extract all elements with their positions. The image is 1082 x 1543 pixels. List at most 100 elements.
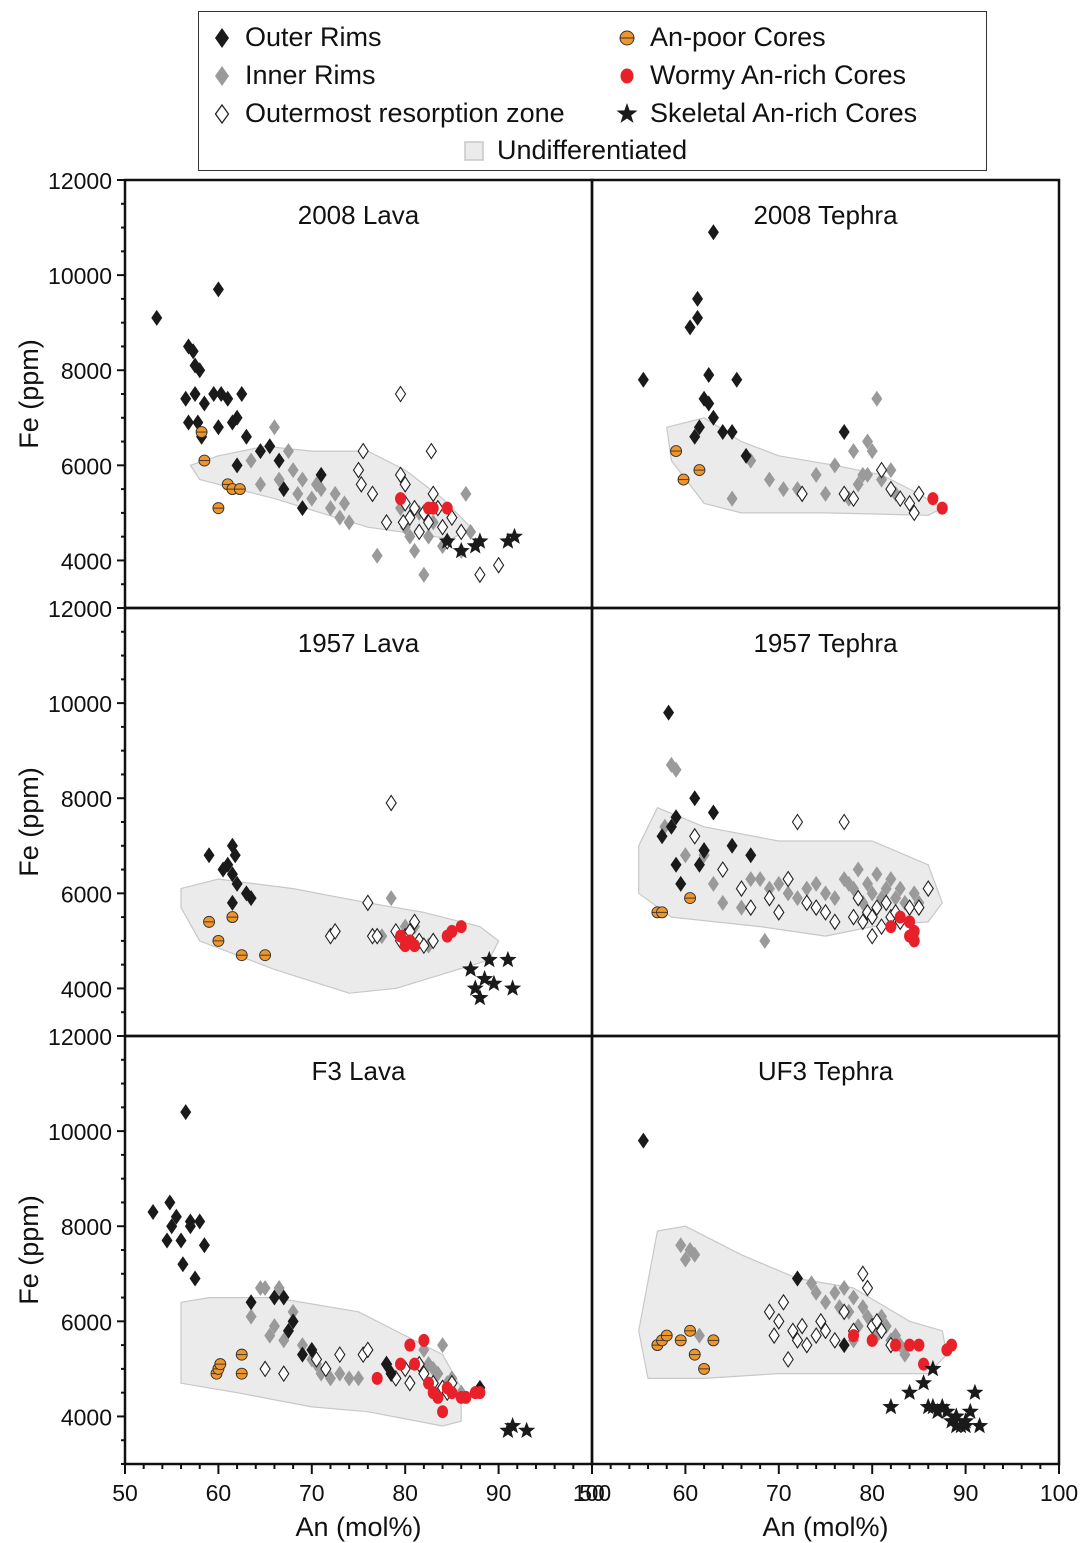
chart-panel: F3 Lava: [117, 1034, 594, 1474]
data-point: [425, 442, 438, 460]
axes-text: 4000 6000 8000 10000 12000 Fe (ppm) 4000 6000 80…: [14, 168, 1078, 1542]
x-tick-label: 90: [486, 1480, 512, 1506]
data-point: [183, 414, 195, 431]
panel-title: UF3 Tephra: [758, 1056, 894, 1086]
data-point: [418, 937, 430, 955]
data-point: [180, 1104, 192, 1121]
data-point: [796, 1317, 808, 1335]
data-point: [164, 1194, 176, 1211]
data-point: [875, 918, 888, 936]
x-tick-label: 60: [673, 1480, 699, 1506]
data-point: [397, 513, 409, 531]
data-point: [684, 319, 696, 336]
data-point: [492, 556, 505, 574]
data-point: [782, 1350, 794, 1368]
data-point: [229, 847, 241, 864]
gray-diamond-icon: [209, 63, 235, 89]
y-tick-label: 10000: [48, 263, 112, 289]
data-point: [282, 443, 294, 460]
gray-square-icon: [461, 138, 487, 164]
data-point: [938, 1402, 956, 1419]
panel-frame: [590, 178, 1061, 610]
data-point: [819, 903, 832, 921]
data-point: [908, 934, 920, 948]
data-point: [801, 894, 813, 912]
data-point: [231, 457, 243, 474]
data-point: [466, 979, 484, 996]
data-point: [268, 1289, 280, 1306]
data-point: [852, 476, 864, 493]
data-point: [371, 1371, 383, 1385]
data-point: [901, 1383, 919, 1400]
x-axis-label: An (mol%): [762, 1512, 888, 1542]
data-point: [946, 1338, 958, 1352]
data-point: [352, 461, 365, 479]
data-point: [924, 1397, 942, 1415]
data-point: [731, 371, 743, 388]
data-point: [385, 890, 397, 907]
data-point: [198, 1237, 210, 1254]
x-tick-label: 90: [953, 1480, 979, 1506]
data-point: [287, 1313, 299, 1330]
data-point: [726, 424, 738, 441]
data-point: [735, 899, 747, 916]
data-point: [768, 1327, 780, 1345]
data-point: [413, 523, 425, 541]
data-point: [452, 541, 470, 559]
data-point: [857, 1299, 869, 1316]
data-point: [894, 910, 906, 924]
data-point: [698, 842, 710, 859]
data-point: [278, 1332, 290, 1349]
data-point: [273, 471, 285, 488]
data-point: [436, 518, 449, 536]
data-point: [422, 513, 435, 531]
data-point: [759, 932, 771, 949]
data-point: [466, 537, 484, 554]
data-point: [259, 1360, 271, 1378]
data-point: [189, 1270, 201, 1287]
data-point: [763, 889, 776, 907]
data-point: [394, 385, 407, 403]
red-circle-icon: [614, 63, 640, 89]
data-point: [745, 847, 757, 864]
data-point: [670, 856, 682, 873]
data-point: [903, 899, 916, 917]
data-point: [423, 528, 435, 545]
data-point: [366, 485, 379, 503]
data-point: [740, 447, 752, 464]
data-point: [287, 462, 299, 479]
data-point: [381, 1356, 393, 1373]
data-point: [791, 890, 803, 907]
data-point: [245, 1294, 257, 1311]
data-point: [904, 915, 916, 929]
data-point: [857, 913, 869, 931]
data-point: [913, 485, 925, 503]
data-point: [717, 861, 729, 879]
data-point: [754, 871, 766, 888]
data-point: [885, 462, 897, 479]
data-point: [862, 433, 874, 450]
legend-item-undifferentiated: Undifferentiated: [461, 135, 687, 166]
data-point: [395, 1357, 407, 1371]
chart-panel: 2008 Tephra: [590, 178, 1061, 610]
data-point: [355, 475, 367, 493]
data-point: [427, 932, 439, 950]
data-point: [408, 913, 421, 931]
data-point: [409, 1357, 421, 1371]
data-point: [866, 1333, 878, 1347]
data-point: [418, 1333, 430, 1347]
y-tick-label: 8000: [61, 786, 112, 812]
y-tick-label: 8000: [61, 1214, 112, 1240]
data-point: [880, 880, 892, 897]
data-point: [637, 1132, 649, 1149]
data-point: [890, 1338, 902, 1352]
data-point: [838, 1280, 850, 1297]
data-point: [852, 889, 864, 907]
x-tick-label: 70: [766, 1480, 792, 1506]
data-point: [838, 485, 850, 503]
data-point: [306, 1341, 318, 1358]
data-point: [782, 870, 794, 888]
data-point: [371, 927, 383, 945]
data-point: [438, 532, 456, 549]
data-point: [819, 1322, 832, 1340]
